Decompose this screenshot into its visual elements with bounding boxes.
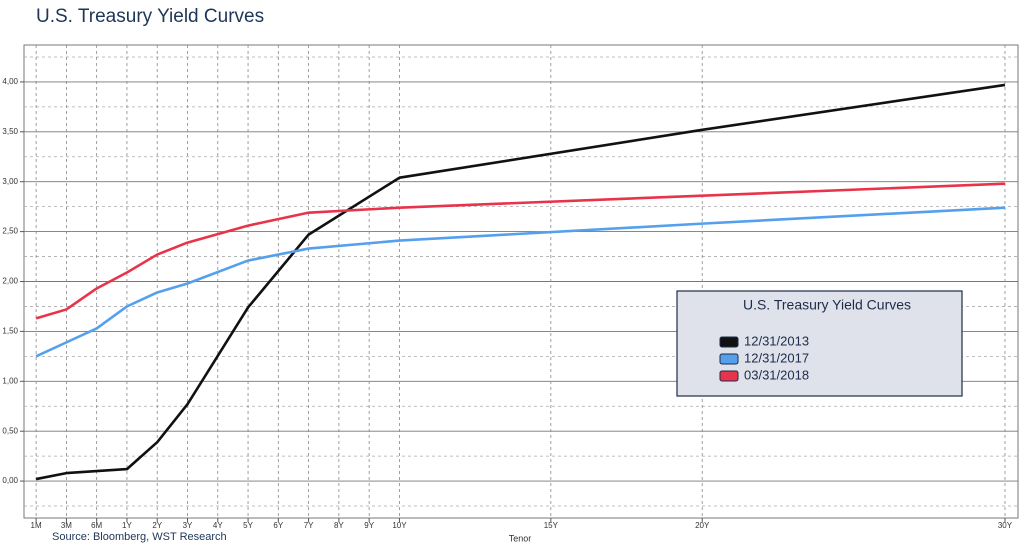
x-tick-label: 4Y [213, 521, 223, 530]
x-tick-label: 1M [31, 521, 42, 530]
y-tick-label: 2,50 [2, 227, 18, 236]
series-line [35, 182, 1006, 320]
x-tick-label: 2Y [152, 521, 162, 530]
y-tick-label: 3,50 [2, 127, 18, 136]
x-tick-label: 15Y [544, 521, 559, 530]
y-tick-label: 3,00 [2, 177, 18, 186]
legend-label: 03/31/2018 [744, 367, 809, 382]
legend-title: U.S. Treasury Yield Curves [743, 297, 911, 313]
legend-label: 12/31/2017 [744, 350, 809, 365]
x-tick-label: 30Y [998, 521, 1013, 530]
legend-swatch [719, 336, 739, 348]
legend-swatch [719, 370, 739, 382]
source: Source: Bloomberg, WST Research [52, 531, 227, 543]
x-tick-label: 9Y [364, 521, 374, 530]
x-tick-label: 8Y [334, 521, 344, 530]
x-tick-label: 6M [91, 521, 102, 530]
x-tick-label: 1Y [122, 521, 132, 530]
y-tick-label: 2,00 [2, 277, 18, 286]
series-line [35, 83, 1006, 481]
lines [35, 83, 1006, 481]
y-tick-label: 1,50 [2, 327, 18, 336]
x-axis-label: Tenor [509, 533, 532, 543]
y-tick-label: 0,00 [2, 476, 18, 485]
x-tick-label: 3M [61, 521, 72, 530]
x-tick-label: 6Y [273, 521, 283, 530]
legend-label: 12/31/2013 [744, 333, 809, 348]
x-tick-label: 5Y [243, 521, 253, 530]
x-tick-label: 3Y [183, 521, 193, 530]
y-tick-label: 0,50 [2, 426, 18, 435]
series-line [35, 206, 1006, 358]
chart-title: U.S. Treasury Yield Curves [36, 6, 264, 27]
x-tick-label: 20Y [695, 521, 710, 530]
y-tick-label: 4,00 [2, 77, 18, 86]
y-tick-label: 1,00 [2, 376, 18, 385]
x-tick-label: 7Y [304, 521, 314, 530]
legend-swatch [719, 353, 739, 365]
legend: U.S. Treasury Yield Curves 12/31/2013 12/… [676, 290, 963, 397]
x-tick-label: 10Y [392, 521, 407, 530]
